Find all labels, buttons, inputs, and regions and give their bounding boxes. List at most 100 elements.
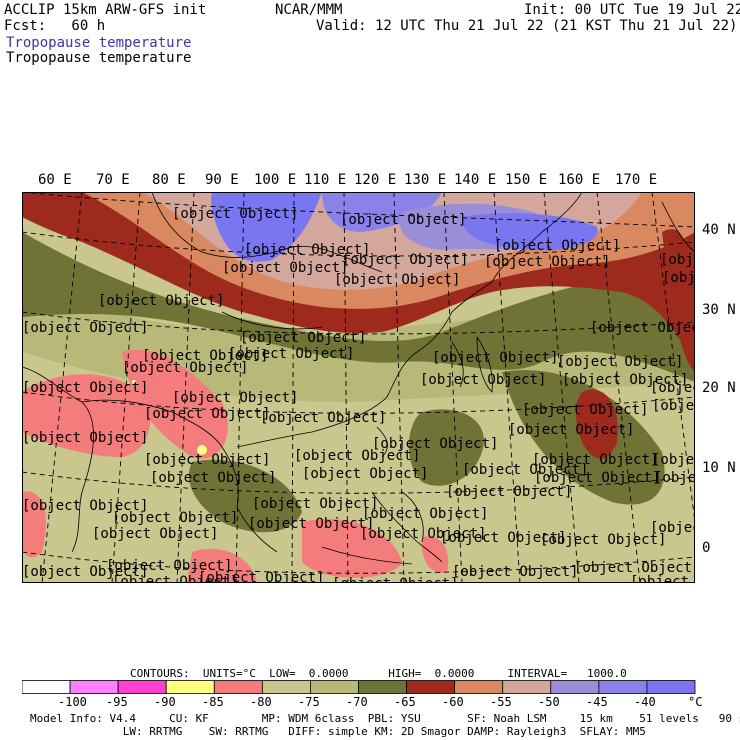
colorbar <box>22 680 696 694</box>
high-marker: [object Object] <box>557 354 683 370</box>
high-marker: [object Object] <box>494 238 620 254</box>
band-85-90 <box>197 445 207 455</box>
tropopause-temperature-map: [object Object] [object Object] [object … <box>22 192 695 583</box>
high-marker: [object Object] <box>142 348 268 364</box>
high-marker: [object Object] <box>294 448 420 464</box>
band-80-85 <box>187 548 257 583</box>
value-label: [object Object] <box>150 470 276 486</box>
high-marker: [object Object] <box>432 350 558 366</box>
value-label: [object Object] <box>340 212 466 228</box>
colorbar-label: -75 <box>298 695 320 709</box>
colorbar-cell <box>22 680 71 694</box>
colorbar-cell <box>165 680 215 694</box>
band-65-70-blob <box>408 409 484 486</box>
value-label: [object Object] <box>22 498 148 514</box>
value-label: [object Object] <box>440 530 566 546</box>
value-label: [object Object] <box>112 574 238 583</box>
value-label: [object Object] <box>360 526 486 542</box>
coastlines <box>22 192 695 565</box>
band-85-90 <box>132 380 136 384</box>
lon-label: 170 E <box>615 172 658 188</box>
lon-label: 130 E <box>404 172 447 188</box>
colorbar-label: -65 <box>394 695 416 709</box>
value-label: [object Object] <box>372 436 498 452</box>
field-name-blue: Tropopause temperature <box>6 35 192 51</box>
colorbar-label: -40 <box>634 695 656 709</box>
colorbar-label: -50 <box>538 695 560 709</box>
value-label: [object Object] <box>630 574 695 583</box>
band-80-85 <box>22 374 151 457</box>
colorbar-cell <box>406 680 456 694</box>
lon-label: 120 E <box>354 172 397 188</box>
low-marker: [object Object] <box>650 380 695 396</box>
band-65-70 <box>22 232 695 382</box>
high-marker: [object Object] <box>252 496 378 512</box>
lat-label: 40 N <box>702 222 736 238</box>
high-marker: [object Object] <box>462 462 588 478</box>
value-label: [object Object] <box>446 484 572 500</box>
high-marker: [object Object] <box>362 506 488 522</box>
pressure-labels: [object Object] [object Object] [object … <box>22 206 695 583</box>
colorbar-cell <box>550 680 600 694</box>
value-label: [object Object] <box>222 260 348 276</box>
band-45 <box>322 192 442 232</box>
field-name: Tropopause temperature <box>6 50 192 66</box>
band-80-85 <box>122 350 228 459</box>
lat-label: 20 N <box>702 380 736 396</box>
lon-label: 110 E <box>304 172 347 188</box>
colorbar-cell <box>117 680 167 694</box>
colorbar-label: -55 <box>490 695 512 709</box>
high-marker: [object Object] <box>652 452 695 468</box>
colorbar-cell <box>261 680 311 694</box>
colorbar-label: -95 <box>106 695 128 709</box>
lat-label: 10 N <box>702 460 736 476</box>
value-label: [object Object] <box>484 254 610 270</box>
colorbar-label: -100 <box>58 695 87 709</box>
band-60-65-east <box>662 229 695 372</box>
band-80-85 <box>22 491 46 558</box>
band-80-85 <box>421 536 449 573</box>
high-marker: [object Object] <box>574 560 695 576</box>
forecast-hour: Fcst: 60 h <box>4 18 106 34</box>
colorbar-label: -70 <box>346 695 368 709</box>
low-marker: [object Object] <box>112 510 238 526</box>
colorbar-label: -60 <box>442 695 464 709</box>
colorbar-label: -45 <box>586 695 608 709</box>
value-label: [object Object] <box>652 398 695 414</box>
value-label: [object Object] <box>420 372 546 388</box>
lon-label: 150 E <box>505 172 548 188</box>
value-label: [object Object] <box>662 270 695 286</box>
value-label: [object Object] <box>22 320 148 336</box>
contour-info: CONTOURS: UNITS=°C LOW= 0.0000 HIGH= 0.0… <box>130 667 627 680</box>
value-label: [object Object] <box>198 570 324 583</box>
band-60-65-blob <box>576 389 618 459</box>
colorbar-label: -85 <box>202 695 224 709</box>
value-label: [object Object] <box>144 406 270 422</box>
band-80-85 <box>302 518 402 578</box>
value-label: [object Object] <box>98 293 224 309</box>
colorbar-cell <box>213 680 263 694</box>
map-frame <box>22 192 695 583</box>
colorbar-cell <box>310 680 359 694</box>
init-time: Init: 00 UTC Tue 19 Jul 22 <box>524 2 740 18</box>
colorbar-cell <box>646 680 696 694</box>
value-label: [object Object] <box>562 372 688 388</box>
colorbar-unit: °C <box>688 695 703 709</box>
low-marker: [object Object] <box>240 330 366 346</box>
value-label: [object Object] <box>332 576 458 583</box>
high-marker: [object Object] <box>144 452 270 468</box>
lon-label: 80 E <box>152 172 186 188</box>
colorbar-cell <box>598 680 648 694</box>
value-label: [object Object] <box>22 380 148 396</box>
value-label: [object Object] <box>260 410 386 426</box>
high-marker: [object Object] <box>106 558 232 574</box>
colorbar-cell <box>358 680 407 694</box>
value-label: [object Object] <box>228 346 354 362</box>
model-info-line1: Model Info: V4.4 CU: KF MP: WDM 6class P… <box>30 712 740 725</box>
lon-label: 90 E <box>205 172 239 188</box>
value-label: [object Object] <box>92 526 218 542</box>
model-title: ACCLIP 15km ARW-GFS init <box>4 2 207 18</box>
band-65-70-blob <box>188 459 302 533</box>
colorbar-cell <box>454 680 504 694</box>
value-label: [object Object] <box>508 422 634 438</box>
